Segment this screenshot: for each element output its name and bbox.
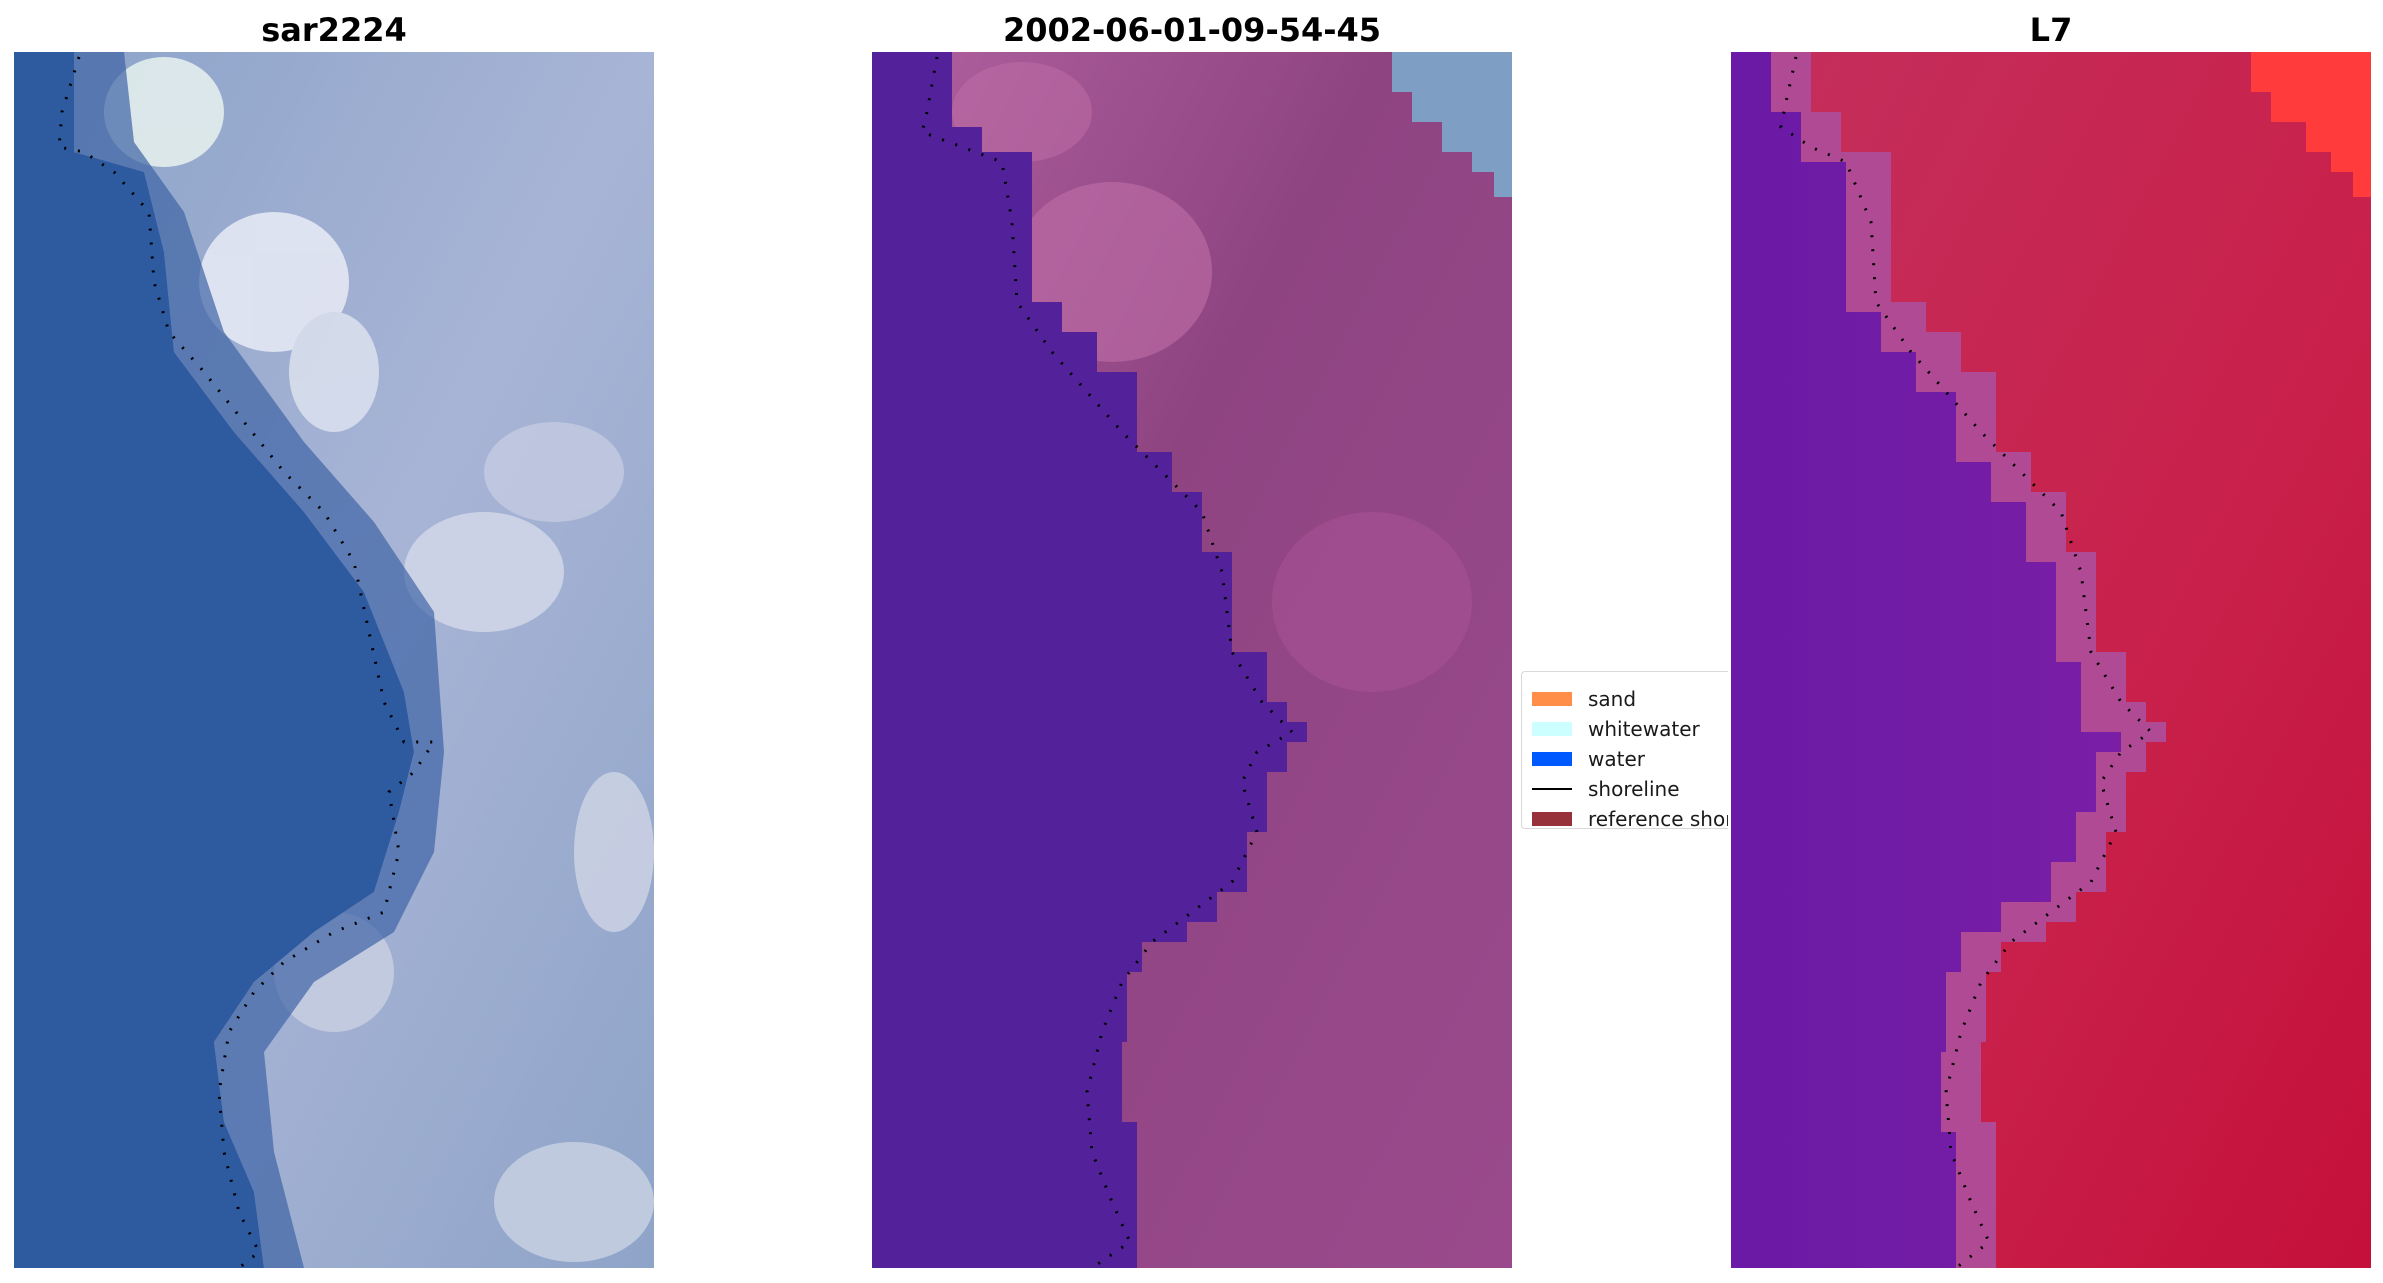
legend-item-whitewater: whitewater xyxy=(1532,714,1700,744)
sand-tile-classified xyxy=(1392,52,1512,197)
legend-item-sand: sand xyxy=(1532,684,1636,714)
panel-rgb xyxy=(14,52,654,1268)
legend: sand whitewater water shoreline referenc… xyxy=(1521,671,1728,829)
shoreline-line-icon xyxy=(1532,788,1572,790)
reference-shoreline-swatch-icon xyxy=(1532,812,1572,826)
panel-title-rgb: sar2224 xyxy=(261,11,407,49)
whitewater-swatch-icon xyxy=(1532,722,1572,736)
legend-item-reference-shoreline: reference shoreline xyxy=(1532,804,1728,829)
legend-label-sand: sand xyxy=(1588,687,1637,711)
sand-swatch-icon xyxy=(1532,692,1572,706)
legend-label-water: water xyxy=(1588,747,1645,771)
legend-label-shoreline: shoreline xyxy=(1588,777,1680,801)
index-image xyxy=(1731,52,2371,1268)
legend-label-whitewater: whitewater xyxy=(1588,717,1700,741)
panel-classified xyxy=(872,52,1512,1268)
panel-index xyxy=(1731,52,2371,1268)
high-index-corner xyxy=(2251,52,2371,197)
water-region-rgb xyxy=(14,52,414,1268)
legend-label-reference-shoreline: reference shoreline xyxy=(1588,807,1728,829)
water-region-index xyxy=(1731,52,2121,1268)
shoreline-classified xyxy=(920,56,1295,1268)
water-swatch-icon xyxy=(1532,752,1572,766)
legend-item-water: water xyxy=(1532,744,1645,774)
classified-image xyxy=(872,52,1512,1268)
water-shallow-rgb xyxy=(74,52,444,1268)
rgb-image xyxy=(14,52,654,1268)
panel-title-classified: 2002-06-01-09-54-45 xyxy=(1002,11,1382,49)
legend-item-shoreline: shoreline xyxy=(1532,774,1680,804)
water-region-classified xyxy=(872,52,1307,1268)
shoreline-rgb xyxy=(57,56,437,1268)
panel-title-index: L7 xyxy=(2029,11,2073,49)
